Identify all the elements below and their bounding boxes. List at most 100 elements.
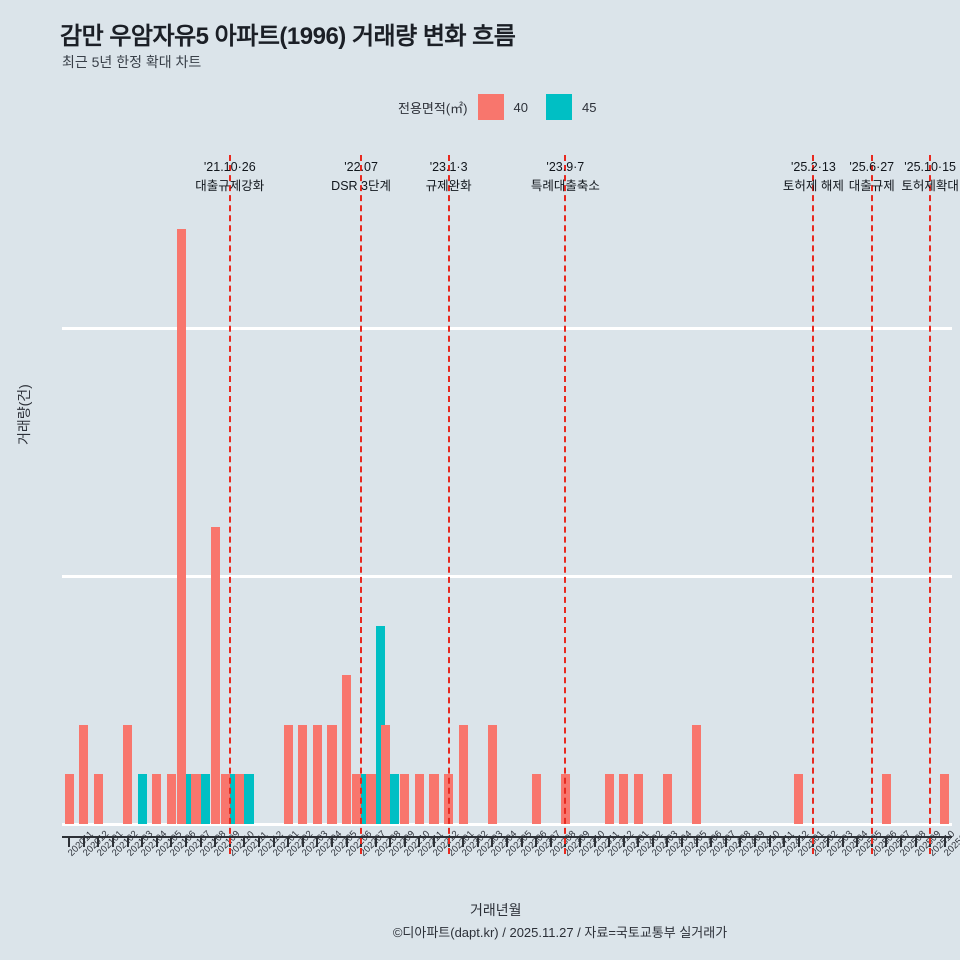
bar-202304-40[interactable]	[487, 724, 497, 824]
legend-swatch-40	[477, 94, 504, 120]
x-tick-202403	[651, 836, 654, 847]
bar-202401-40[interactable]	[619, 774, 629, 824]
bar-202208-40[interactable]	[366, 774, 376, 824]
x-tick-202311	[593, 836, 596, 847]
bar-202111-40[interactable]	[235, 774, 245, 824]
bar-202107-45[interactable]	[186, 774, 196, 824]
x-tick-202201	[272, 836, 275, 847]
chart-credit: ©디아파트(dapt.kr) / 2025.11.27 / 자료=국토교통부 실…	[392, 925, 728, 940]
x-tick-202509	[914, 836, 917, 847]
event-label-4: '25.2·13 토허제 해제	[783, 158, 844, 197]
event-date-3: '23.9·7	[546, 160, 585, 174]
event-line-3	[564, 155, 567, 854]
event-name-1: DSR 3단계	[331, 179, 392, 194]
bar-202406-40[interactable]	[692, 724, 702, 824]
event-name-3: 특례대출축소	[530, 179, 600, 194]
x-tick-202504	[841, 836, 844, 847]
x-tick-202412	[783, 836, 786, 847]
bar-202302-40[interactable]	[458, 724, 468, 824]
bar-202110-45[interactable]	[229, 774, 239, 824]
bar-202205-40[interactable]	[327, 724, 337, 824]
x-tick-202409	[739, 836, 742, 847]
x-tick-202406	[695, 836, 698, 847]
event-name-6: 토허제확대	[901, 179, 959, 194]
x-tick-202208	[374, 836, 377, 847]
bar-202103-40[interactable]	[123, 724, 133, 824]
y-axis-label: 거래량(건)	[16, 384, 32, 445]
bar-202501-40[interactable]	[794, 774, 804, 824]
bar-202404-40[interactable]	[662, 774, 673, 824]
event-line-0	[228, 155, 231, 854]
bar-202307-40[interactable]	[531, 774, 541, 824]
x-tick-202408	[724, 836, 727, 847]
event-label-6: '25.10·15 토허제확대	[901, 158, 959, 197]
gridline-y-0	[62, 822, 952, 826]
x-tick-202105	[155, 836, 158, 847]
bar-202109-40[interactable]	[210, 526, 220, 824]
bar-202207-45[interactable]	[361, 774, 371, 824]
bar-202210-40[interactable]	[400, 774, 410, 824]
bar-202507-40[interactable]	[881, 774, 891, 824]
bar-202209-45[interactable]	[390, 774, 400, 824]
bar-202012-40[interactable]	[79, 724, 89, 824]
x-tick-202012	[82, 836, 85, 847]
plot-area: 0510	[62, 170, 952, 826]
bar-202101-40[interactable]	[93, 774, 104, 824]
x-tick-202303	[476, 836, 479, 847]
x-tick-202107	[185, 836, 188, 847]
bar-202105-40[interactable]	[152, 774, 162, 824]
bar-202208-45[interactable]	[375, 625, 385, 824]
event-line-4	[812, 155, 815, 854]
x-tick-202307	[535, 836, 538, 847]
bar-202212-40[interactable]	[429, 774, 439, 824]
event-line-6	[929, 155, 932, 854]
bar-202108-40[interactable]	[191, 774, 201, 824]
bar-202402-40[interactable]	[633, 774, 643, 824]
x-tick-202111	[243, 836, 246, 847]
bar-202211-40[interactable]	[414, 774, 425, 824]
x-tick-202404	[666, 836, 669, 847]
event-date-4: '25.2·13	[790, 160, 836, 174]
bar-202104-45[interactable]	[137, 774, 147, 824]
x-tick-202104	[141, 836, 144, 847]
legend-label-45: 45	[581, 99, 597, 115]
bar-202011-40[interactable]	[64, 774, 74, 824]
x-tick-202401	[622, 836, 625, 847]
x-tick-202101	[97, 836, 100, 847]
x-tick-202202	[287, 836, 290, 847]
x-tick-202410	[754, 836, 757, 847]
x-tick-202511	[943, 836, 946, 847]
bar-202111-45[interactable]	[244, 774, 254, 824]
chart-subtitle: 최근 5년 한정 확대 차트	[62, 54, 202, 70]
x-tick-202305	[506, 836, 508, 847]
event-name-4: 토허제 해제	[782, 179, 844, 194]
x-tick-202304	[491, 836, 494, 847]
bar-202107-40[interactable]	[176, 229, 186, 824]
x-tick-202102	[112, 836, 115, 847]
bar-202206-40[interactable]	[341, 675, 352, 824]
bar-202312-40[interactable]	[604, 774, 614, 824]
event-name-5: 대출규제	[848, 179, 895, 194]
x-tick-202402	[637, 836, 640, 847]
bar-202106-40[interactable]	[166, 774, 177, 824]
bar-202110-40[interactable]	[220, 774, 230, 824]
bar-202108-45[interactable]	[200, 774, 210, 824]
event-line-1	[360, 155, 363, 854]
x-tick-202106	[170, 836, 173, 847]
bar-202511-40[interactable]	[940, 774, 950, 824]
event-date-5: '25.6·27	[849, 160, 895, 174]
event-label-5: '25.6·27 대출규제	[849, 158, 895, 197]
event-label-3: '23.9·7 특례대출축소	[531, 158, 600, 197]
x-tick-202407	[710, 836, 713, 847]
bar-202204-40[interactable]	[312, 724, 322, 824]
bar-202202-40[interactable]	[283, 724, 293, 824]
x-tick-202112	[257, 836, 260, 847]
x-tick-202411	[768, 836, 771, 847]
event-label-1: '22.07 DSR 3단계	[331, 158, 391, 197]
bar-202209-40[interactable]	[381, 724, 391, 824]
bar-202207-40[interactable]	[351, 774, 362, 824]
x-tick-202508	[899, 836, 902, 847]
event-date-0: '21.10·26	[203, 160, 256, 174]
event-date-6: '25.10·15	[904, 160, 956, 174]
bar-202203-40[interactable]	[298, 724, 308, 824]
